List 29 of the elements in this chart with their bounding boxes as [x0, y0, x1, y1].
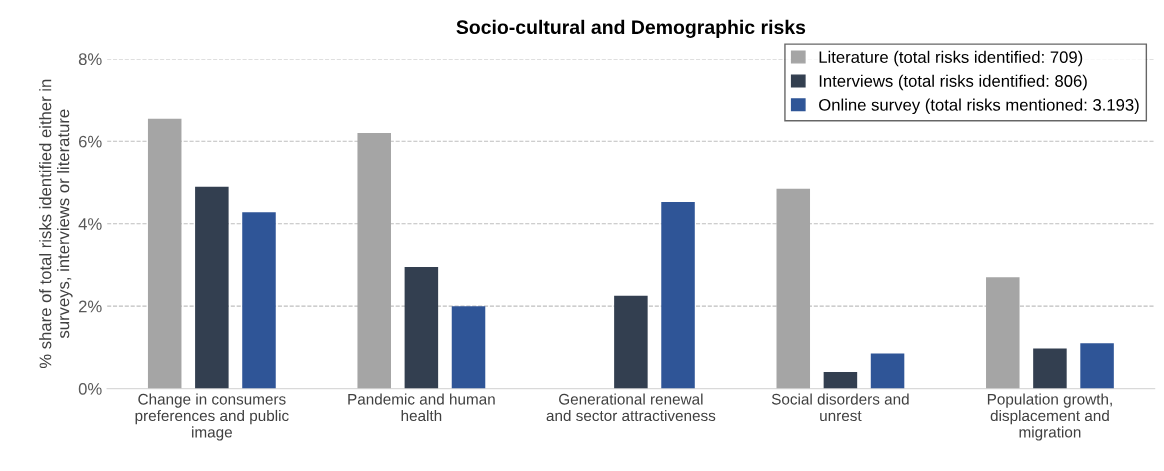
bar: [1080, 343, 1114, 389]
x-tick-label: Social disorders and unrest: [771, 393, 909, 422]
y-tick-label: 4%: [78, 218, 102, 230]
legend-label: Literature (total risks identified: 709): [819, 50, 1083, 67]
x-tick-label: Generational renewal and sector attractiveness: [546, 393, 716, 422]
y-tick-label: 8%: [78, 53, 102, 66]
y-axis-title: % share of total risks identified either in surveys, interviews or literature: [39, 79, 73, 369]
y-tick-label: 2%: [78, 300, 102, 313]
bar: [986, 277, 1020, 389]
bar: [823, 372, 858, 389]
x-tick-label: Change in consumers preferences and public image: [135, 393, 289, 441]
chart-title: Socio-cultural and Demographic risks: [456, 19, 806, 38]
x-tick-label: Population growth, displacement and migration: [987, 393, 1112, 441]
bar: [614, 295, 648, 389]
x-tick-label: Pandemic and human health: [348, 393, 495, 422]
bar: [242, 212, 276, 389]
legend-label: Interviews (total risks identified: 806): [819, 74, 1087, 91]
bar: [870, 353, 905, 389]
bar: [147, 118, 182, 389]
y-tick-label: 0%: [78, 382, 102, 395]
bar: [776, 188, 811, 389]
bar: [661, 201, 695, 389]
bar: [1033, 348, 1067, 389]
legend-label: Online survey (total risks mentioned: 3.193): [819, 98, 1139, 115]
bar: [404, 267, 439, 389]
bar: [357, 133, 391, 389]
bar: [451, 306, 486, 389]
bar: [195, 186, 229, 389]
y-tick-label: 6%: [78, 135, 102, 148]
